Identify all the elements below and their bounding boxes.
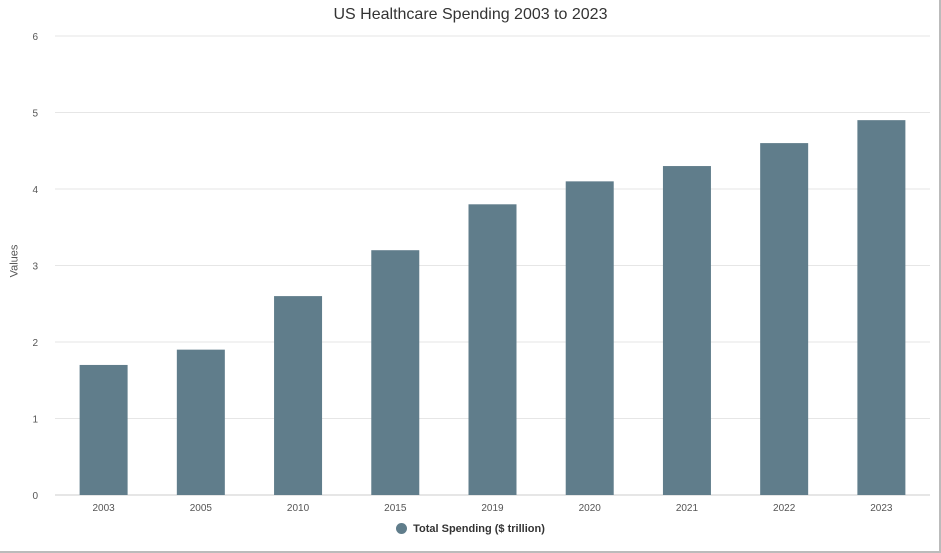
x-tick-label: 2003 [92, 503, 115, 514]
x-tick-label: 2022 [773, 503, 796, 514]
bar [371, 250, 420, 495]
x-tick-label: 2005 [190, 503, 213, 514]
bar [79, 364, 128, 495]
bar [274, 296, 323, 495]
x-tick-label: 2020 [579, 503, 602, 514]
x-tick-label: 2010 [287, 503, 310, 514]
y-tick-label: 4 [32, 185, 38, 196]
legend-label: Total Spending ($ trillion) [413, 523, 545, 535]
y-tick-label: 3 [32, 262, 38, 273]
y-tick-label: 6 [32, 32, 38, 43]
y-tick-label: 0 [32, 491, 38, 502]
legend[interactable]: Total Spending ($ trillion) [0, 523, 941, 535]
chart-title: US Healthcare Spending 2003 to 2023 [333, 6, 608, 23]
legend-marker [396, 523, 408, 534]
y-tick-label: 5 [32, 109, 38, 120]
x-tick-label: 2015 [384, 503, 407, 514]
bar [857, 120, 906, 496]
bar [176, 349, 225, 495]
y-tick-label: 1 [32, 415, 38, 426]
y-tick-label: 2 [32, 338, 38, 349]
x-tick-label: 2019 [481, 503, 504, 514]
bar [760, 143, 809, 495]
bar [565, 181, 614, 495]
x-tick-label: 2021 [676, 503, 699, 514]
bar [468, 204, 517, 496]
bar [662, 166, 711, 496]
x-tick-label: 2023 [870, 503, 893, 514]
